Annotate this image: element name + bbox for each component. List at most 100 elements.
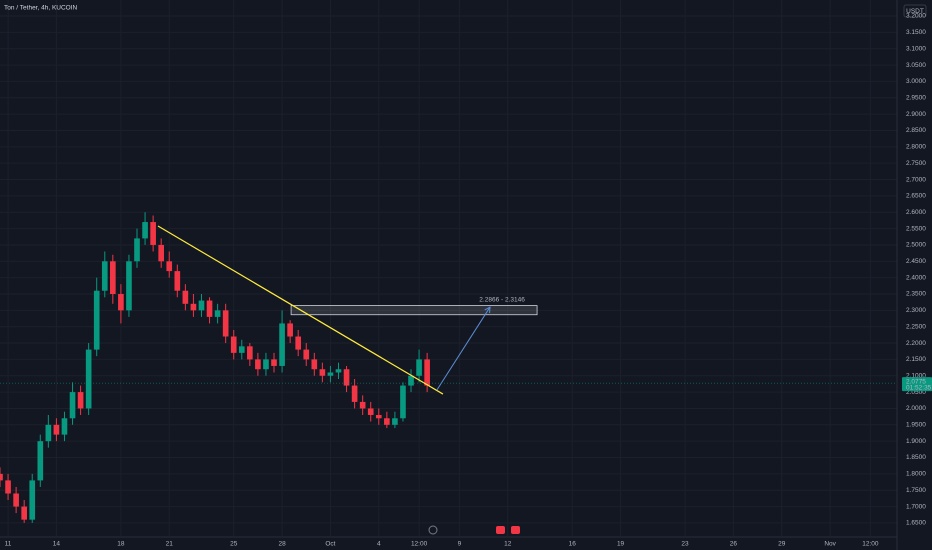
price-zone: [290, 305, 538, 316]
y-tick-label: 2.3500: [906, 291, 926, 298]
x-tick-label: 25: [230, 541, 238, 548]
y-tick-label: 1.8500: [906, 454, 926, 461]
x-tick-label: 19: [617, 541, 625, 548]
y-tick-label: 2.0000: [906, 405, 926, 412]
grid: [0, 0, 897, 536]
y-tick-label: 2.3000: [906, 307, 926, 314]
last-price-box: [902, 377, 932, 392]
candle-body: [126, 261, 132, 311]
candle-body: [190, 303, 197, 311]
earnings-icon[interactable]: [496, 526, 505, 534]
y-tick-label: 1.9000: [906, 438, 926, 445]
projection-arrow: [436, 306, 491, 391]
x-tick-label: 4: [377, 541, 381, 548]
earnings-icon[interactable]: [511, 526, 520, 534]
candle-body: [343, 369, 350, 386]
countdown-label: 01:52:35: [906, 384, 932, 391]
candle-body: [303, 349, 310, 360]
y-tick-label: 2.2000: [906, 340, 926, 347]
chart-title: Ton / Tether, 4h, KUCOIN: [4, 5, 78, 12]
candle-body: [230, 336, 237, 353]
y-tick-label: 2.8500: [906, 127, 926, 134]
x-tick-label: 26: [730, 541, 738, 548]
candle-body: [238, 346, 245, 353]
trendline: [157, 225, 444, 395]
x-tick-label: 23: [681, 541, 689, 548]
candle-body: [85, 349, 92, 409]
candle-body: [384, 418, 390, 425]
event-icon[interactable]: [428, 525, 438, 535]
candle-body: [53, 424, 60, 435]
candle-body: [150, 222, 156, 245]
y-tick-label: 2.6000: [906, 209, 926, 216]
candle-body: [327, 372, 334, 376]
candle-body: [351, 385, 358, 402]
candle-body: [247, 346, 253, 360]
x-tick-label: 18: [117, 541, 125, 548]
y-tick-label: 3.1000: [906, 45, 926, 52]
y-tick-label: 2.6500: [906, 193, 926, 200]
x-tick-label: 21: [166, 541, 174, 548]
x-tick-label: 14: [53, 541, 61, 548]
y-tick-label: 2.0500: [906, 389, 926, 396]
y-tick-label: 3.0000: [906, 78, 926, 85]
candle-body: [263, 359, 269, 370]
x-tick-label: 12: [504, 541, 512, 548]
x-tick-label: 12:00: [862, 541, 879, 548]
y-tick-label: 1.8000: [906, 471, 926, 478]
candle-body: [101, 261, 108, 291]
candle-body: [21, 506, 27, 520]
candle-body: [319, 369, 326, 376]
currency[interactable]: USDT: [906, 8, 924, 15]
y-tick-label: 2.4500: [906, 258, 926, 265]
y-tick-label: 2.4000: [906, 274, 926, 281]
candle-body: [0, 473, 3, 481]
candle-body: [182, 290, 189, 304]
candle-body: [77, 392, 84, 409]
candle-body: [392, 418, 398, 425]
y-tick-label: 2.5500: [906, 225, 926, 232]
x-tick-label: 9: [458, 541, 462, 548]
candle-body: [61, 418, 68, 435]
y-tick-label: 2.7500: [906, 160, 926, 167]
candle-body: [45, 424, 52, 442]
y-tick-label: 1.9500: [906, 422, 926, 429]
candle-body: [408, 375, 414, 386]
candle-body: [416, 359, 422, 376]
y-tick-label: 2.7000: [906, 176, 926, 183]
candle-body: [335, 369, 342, 373]
x-tick-label: 28: [278, 541, 286, 548]
y-tick-label: 1.7000: [906, 503, 926, 510]
candle-body: [271, 359, 277, 366]
y-tick-label: 1.7500: [906, 487, 926, 494]
candle-body: [367, 408, 374, 415]
candle-body: [287, 323, 293, 337]
y-tick-label: 2.1000: [906, 372, 926, 379]
candle-body: [206, 300, 213, 317]
candle-body: [295, 336, 302, 350]
y-tick-label: 2.9500: [906, 95, 926, 102]
candle-body: [424, 359, 430, 386]
y-tick-label: 3.2000: [906, 13, 926, 20]
candle-body: [69, 392, 76, 419]
currency-box[interactable]: [903, 4, 927, 18]
y-tick-label: 1.6500: [906, 520, 926, 527]
candle-body: [400, 385, 406, 419]
candle-body: [142, 222, 148, 239]
candle-body: [29, 480, 36, 520]
candle-body: [5, 480, 11, 494]
y-tick-label: 3.0500: [906, 62, 926, 69]
candle-body: [279, 323, 285, 366]
candle-body: [222, 310, 229, 337]
candle-body: [311, 359, 318, 370]
candle-body: [134, 238, 140, 262]
candle-body: [37, 441, 44, 481]
y-tick-label: 2.8000: [906, 144, 926, 151]
candle-body: [359, 401, 366, 409]
candle-body: [375, 414, 382, 419]
x-tick-label: 11: [5, 541, 12, 548]
y-tick-label: 2.1500: [906, 356, 926, 363]
